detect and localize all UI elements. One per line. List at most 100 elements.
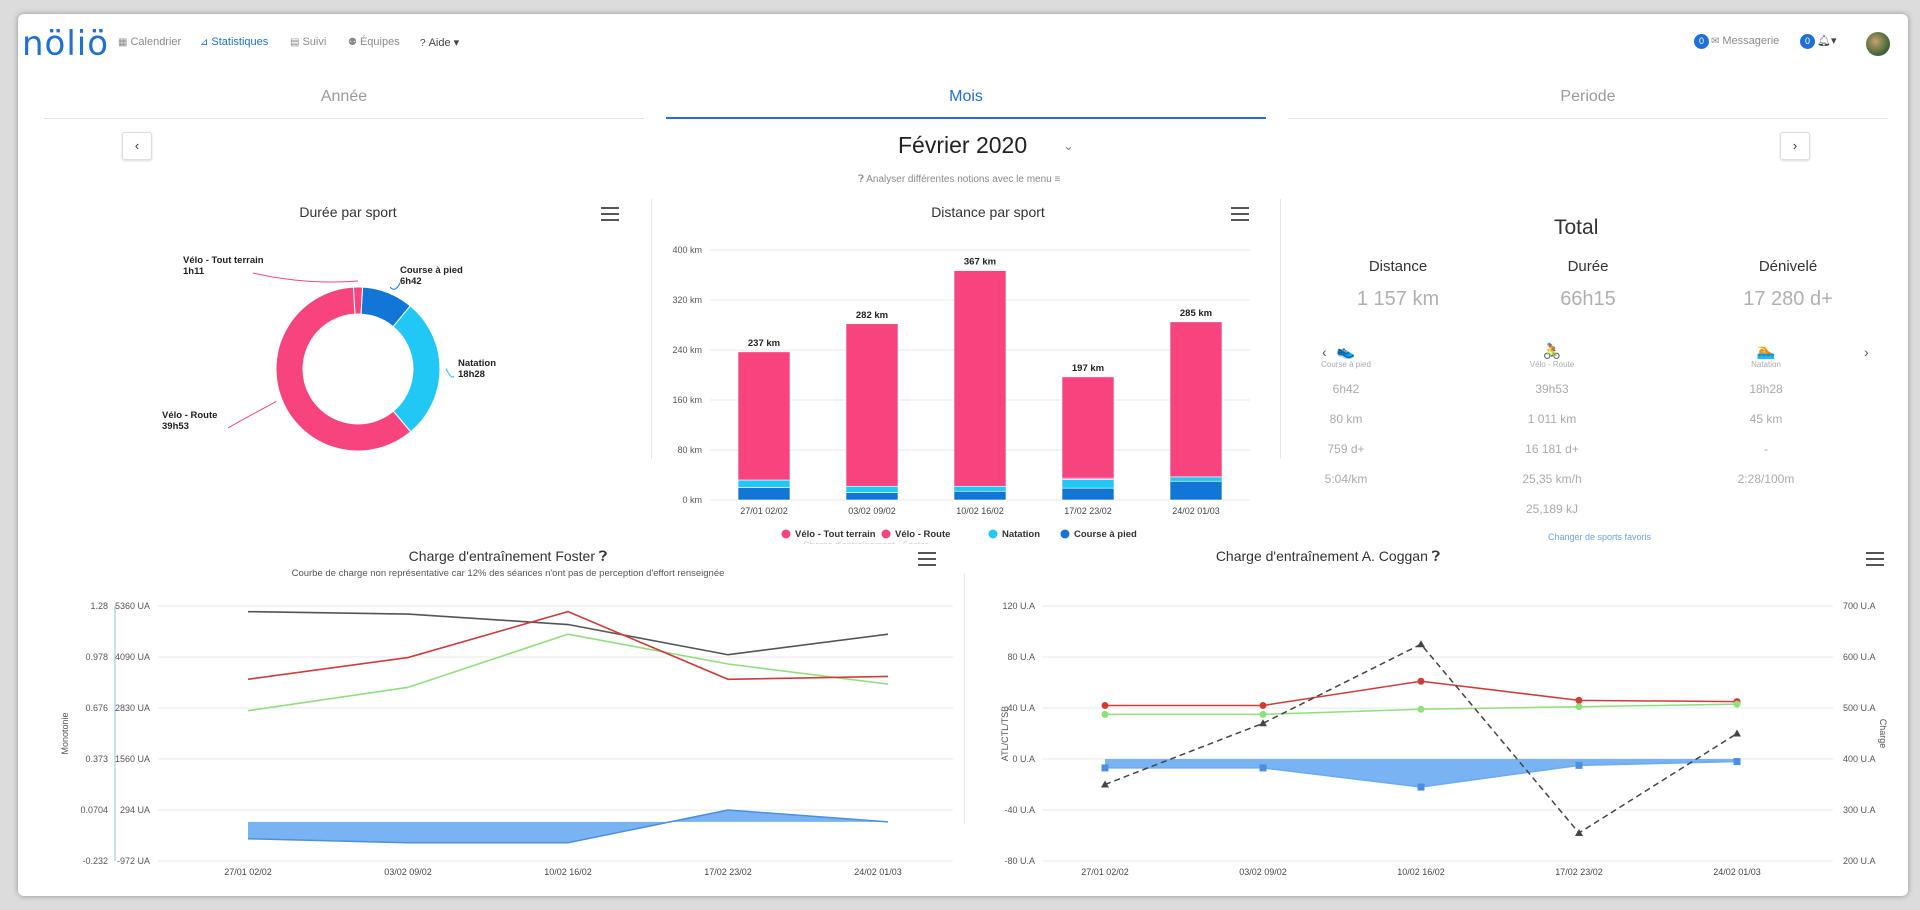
pie-value-label: 39h53 [162, 421, 189, 432]
chevron-left-icon: ‹ [134, 138, 140, 153]
x-tick-label: 10/02 16/02 [956, 506, 1004, 516]
next-month-button[interactable]: › [1780, 132, 1810, 160]
sport-label: Course à pied [1321, 360, 1371, 369]
series-marker [1575, 761, 1583, 769]
nav-messagerie[interactable]: 0 ✉ Messagerie [1694, 34, 1779, 49]
x-tick-label: 03/02 09/02 [848, 506, 896, 516]
question-icon[interactable]: ❓︎ [598, 548, 608, 564]
series-marker [1101, 780, 1109, 788]
bar-total-label: 237 km [748, 338, 780, 349]
divider [651, 199, 652, 459]
x-tick-label: 24/02 01/03 [1713, 867, 1761, 877]
pie-connector [389, 282, 401, 290]
nav-label: Calendrier [130, 36, 182, 48]
x-tick-label: 03/02 09/02 [1239, 867, 1287, 877]
y-tick-label: 400 km [672, 245, 702, 255]
prev-month-button[interactable]: ‹ [122, 132, 152, 160]
y-tick-label: 600 U.A [1843, 652, 1876, 662]
series-line [247, 610, 889, 656]
y-tick-label: 0.373 [85, 754, 108, 764]
help-icon: ? [420, 38, 426, 49]
bike-icon: 🚴 [1542, 343, 1562, 360]
change-favorite-sports-link[interactable]: Changer de sports favoris [1548, 532, 1652, 542]
file-icon: ▤ [290, 37, 300, 48]
tab-annee[interactable]: Année [320, 88, 368, 105]
series-line [1105, 680, 1738, 707]
legend-label: Charge d'entraînement - Foster [803, 540, 928, 544]
y-tick-label: 160 km [672, 395, 702, 405]
series-marker [1417, 783, 1425, 791]
y-tick-label: 0.676 [85, 703, 108, 713]
y-tick-label: -0.232 [82, 856, 108, 866]
series-marker [1259, 701, 1267, 709]
y-axis-title: Charge [1878, 719, 1888, 749]
month-title[interactable]: Février 2020 [898, 132, 1028, 158]
y-tick-label: 320 km [672, 295, 702, 305]
sports-prev-icon[interactable]: ‹ [1322, 344, 1327, 360]
legend-label: Course à pied [1074, 529, 1137, 540]
question-icon[interactable]: ❓︎ [1431, 548, 1441, 564]
nav-suivi[interactable]: ▤ Suivi [290, 36, 326, 48]
duree-chart-title: Durée par sport [299, 204, 397, 220]
divider [1280, 199, 1281, 459]
chart-menu-icon[interactable] [918, 552, 936, 566]
bar-total-label: 197 km [1072, 363, 1104, 374]
nav-aide[interactable]: ? Aide ▾ [420, 36, 459, 49]
chart-menu-icon[interactable] [601, 207, 619, 221]
series-marker [1259, 719, 1267, 727]
pie-label: Course à pied [400, 265, 463, 276]
series-marker [1733, 700, 1741, 708]
sport-stat-value: 2:28/100m [1737, 472, 1795, 486]
total-duree-header: Durée [1567, 258, 1609, 275]
pie-label: Vélo - Route [162, 410, 217, 421]
bar-segment [737, 479, 791, 488]
pie-connector [445, 368, 455, 378]
nav-statistiques[interactable]: ⊿ Statistiques [200, 36, 268, 48]
chart-menu-icon[interactable] [1231, 207, 1249, 221]
bar-total-label: 285 km [1180, 308, 1212, 319]
pie-value-label: 6h42 [400, 276, 422, 287]
tab-periode[interactable]: Periode [1560, 88, 1616, 105]
coggan-line-chart: 120 U.A 700 U.A 80 U.A 600 U.A 40 U.A 500 U.A… [1000, 601, 1888, 877]
chevron-down-icon[interactable]: ⌄ [1063, 138, 1074, 153]
coggan-chart-title: Charge d'entraînement A. Coggan ❓︎ [1148, 548, 1508, 565]
y-tick-label: 0.0704 [80, 805, 108, 815]
chart-menu-icon[interactable] [1866, 552, 1884, 566]
pie-value-label: 18h28 [458, 369, 485, 380]
y-axis-title: Monotonie [60, 712, 70, 754]
y-tick-label: 0 km [682, 495, 702, 505]
y-tick-label: 700 U.A [1843, 601, 1876, 611]
bar-segment [953, 490, 1007, 501]
total-distance-value: 1 157 km [1356, 288, 1440, 310]
sport-stat-value: 39h53 [1535, 382, 1569, 396]
sport-label: Vélo - Route [1529, 360, 1575, 369]
nav-label: Messagerie [1722, 35, 1780, 47]
nav-calendrier[interactable]: ▦ Calendrier [118, 36, 181, 48]
tab-mois[interactable]: Mois [949, 88, 983, 105]
foster-line-chart: 5360 UA 1.28 4090 UA 0.978 2830 UA 0.676 1560 … [60, 601, 953, 877]
sport-stat-value: 759 d+ [1327, 442, 1365, 456]
nav-notifications[interactable]: 0 🔔︎▾ [1800, 34, 1837, 49]
legend-marker [988, 529, 998, 539]
mail-icon: ✉ [1711, 36, 1720, 47]
series-line [1104, 643, 1738, 834]
sport-stat-value: 6h42 [1332, 382, 1360, 396]
x-tick-label: 27/01 02/02 [1081, 867, 1129, 877]
bar-segment [1061, 479, 1115, 489]
avatar[interactable] [1866, 32, 1890, 56]
logo[interactable]: nöliö [22, 24, 110, 64]
sports-next-icon[interactable]: › [1864, 344, 1869, 360]
y-tick-label: 0 U.A [1012, 754, 1035, 764]
question-icon: ❓︎ [858, 174, 867, 185]
hint-text: Analyser différentes notions avec le men… [866, 174, 1052, 185]
series-marker [1101, 764, 1109, 772]
series-line [247, 610, 889, 681]
y-tick-label: 2830 UA [115, 703, 150, 713]
pie-label: Vélo - Tout terrain [183, 255, 264, 266]
series-line [247, 809, 889, 844]
bar-segment [737, 351, 791, 481]
nav-equipes[interactable]: ⚉ Équipes [348, 36, 400, 48]
nav-label: Statistiques [211, 36, 269, 48]
sport-stat-value: 1 011 km [1527, 412, 1577, 426]
